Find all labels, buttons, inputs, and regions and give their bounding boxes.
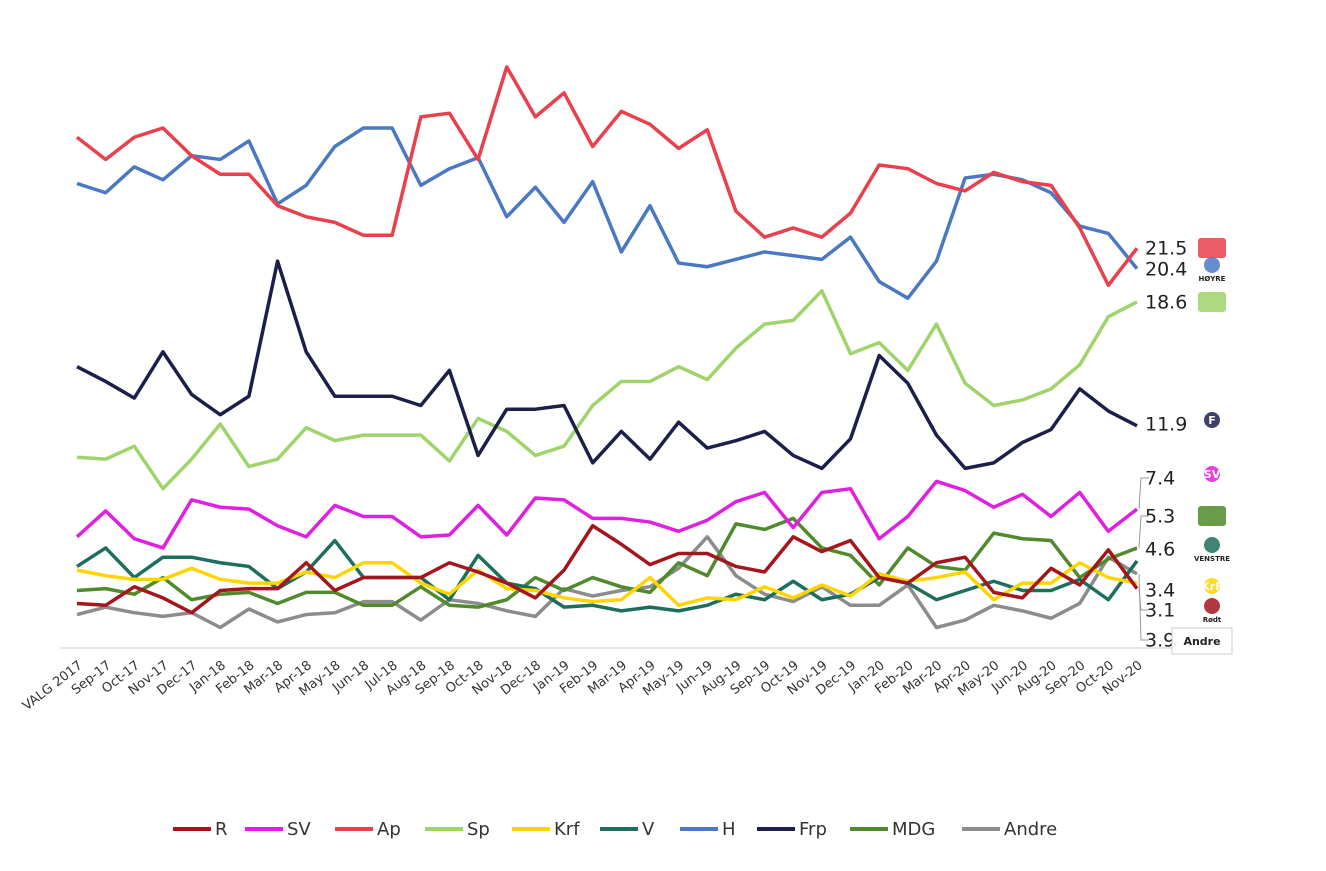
end-label: 3.1 bbox=[1145, 600, 1175, 622]
connector bbox=[1138, 573, 1149, 641]
legend-label: Ap bbox=[377, 819, 401, 840]
legend-label: R bbox=[215, 819, 228, 840]
logo bbox=[1204, 412, 1220, 428]
end-label: 3.4 bbox=[1145, 580, 1175, 602]
logo-text: VENSTRE bbox=[1194, 555, 1230, 563]
series-line bbox=[76, 524, 1139, 615]
end-label: 20.4 bbox=[1145, 259, 1187, 281]
end-label: 21.5 bbox=[1145, 238, 1187, 260]
logo-text: SV bbox=[1204, 468, 1221, 481]
end-label: 4.6 bbox=[1145, 539, 1175, 561]
logo-text: F bbox=[1208, 414, 1216, 427]
legend-label: Frp bbox=[799, 819, 827, 840]
legend-label: V bbox=[642, 819, 655, 840]
logo bbox=[1204, 578, 1220, 594]
logo bbox=[1198, 506, 1226, 526]
logo-text: KrF bbox=[1201, 580, 1222, 593]
series-line bbox=[76, 561, 1138, 608]
end-label: 5.3 bbox=[1145, 506, 1175, 528]
logo bbox=[1204, 537, 1220, 553]
logo-text: HØYRE bbox=[1199, 275, 1226, 283]
legend-label: Krf bbox=[554, 819, 580, 840]
logo bbox=[1198, 292, 1226, 312]
connector bbox=[1138, 515, 1149, 548]
legend-label: H bbox=[722, 819, 736, 840]
logo bbox=[1204, 466, 1220, 482]
series-line bbox=[76, 516, 1138, 609]
series-line bbox=[76, 126, 1139, 300]
end-label: 3.9 bbox=[1145, 630, 1175, 652]
logo-text: Andre bbox=[1183, 635, 1220, 648]
logo bbox=[1198, 238, 1226, 258]
legend-label: Andre bbox=[1004, 819, 1057, 840]
legend-label: Sp bbox=[467, 819, 490, 840]
end-label: 11.9 bbox=[1145, 414, 1187, 436]
logo bbox=[1204, 598, 1220, 614]
legend-label: MDG bbox=[892, 819, 935, 840]
logo bbox=[1204, 257, 1220, 273]
series-line bbox=[76, 538, 1139, 613]
end-label: 7.4 bbox=[1145, 468, 1175, 490]
series-line bbox=[75, 65, 1139, 287]
series-line bbox=[76, 535, 1138, 630]
logo-text: Rødt bbox=[1203, 616, 1222, 624]
series-line bbox=[75, 479, 1139, 550]
series-line bbox=[76, 259, 1138, 471]
connector bbox=[1138, 477, 1149, 510]
legend-label: SV bbox=[287, 819, 311, 840]
logo-box bbox=[1171, 627, 1233, 655]
end-label: 18.6 bbox=[1145, 292, 1187, 314]
series-line bbox=[76, 289, 1138, 491]
